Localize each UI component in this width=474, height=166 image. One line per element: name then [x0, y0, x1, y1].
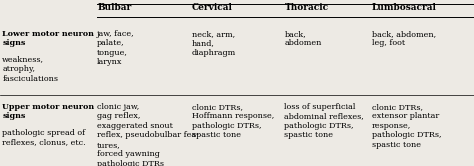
Text: Thoracic: Thoracic	[284, 3, 328, 12]
Text: neck, arm,
hand,
diaphragm: neck, arm, hand, diaphragm	[192, 30, 236, 57]
Text: weakness,
atrophy,
fasciculations: weakness, atrophy, fasciculations	[2, 56, 58, 83]
Text: back, abdomen,
leg, foot: back, abdomen, leg, foot	[372, 30, 436, 47]
Text: Bulbar: Bulbar	[97, 3, 131, 12]
Text: loss of superficial
abdominal reflexes,
pathologic DTRs,
spastic tone: loss of superficial abdominal reflexes, …	[284, 103, 364, 139]
Text: Upper motor neuron
signs: Upper motor neuron signs	[2, 103, 94, 120]
Text: Lumbosacral: Lumbosacral	[372, 3, 437, 12]
Text: clonic jaw,
gag reflex,
exaggerated snout
reflex, pseudobulbar fea-
tures,
force: clonic jaw, gag reflex, exaggerated snou…	[97, 103, 199, 166]
Text: back,
abdomen: back, abdomen	[284, 30, 322, 47]
Text: pathologic spread of
reflexes, clonus, etc.: pathologic spread of reflexes, clonus, e…	[2, 129, 86, 146]
Text: clonic DTRs,
extensor plantar
response,
pathologic DTRs,
spastic tone: clonic DTRs, extensor plantar response, …	[372, 103, 442, 149]
Text: clonic DTRs,
Hoffmann response,
pathologic DTRs,
spastic tone: clonic DTRs, Hoffmann response, patholog…	[192, 103, 274, 139]
Text: jaw, face,
palate,
tongue,
larynx: jaw, face, palate, tongue, larynx	[97, 30, 135, 66]
Text: Lower motor neuron
signs: Lower motor neuron signs	[2, 30, 94, 47]
Text: Cervical: Cervical	[192, 3, 233, 12]
